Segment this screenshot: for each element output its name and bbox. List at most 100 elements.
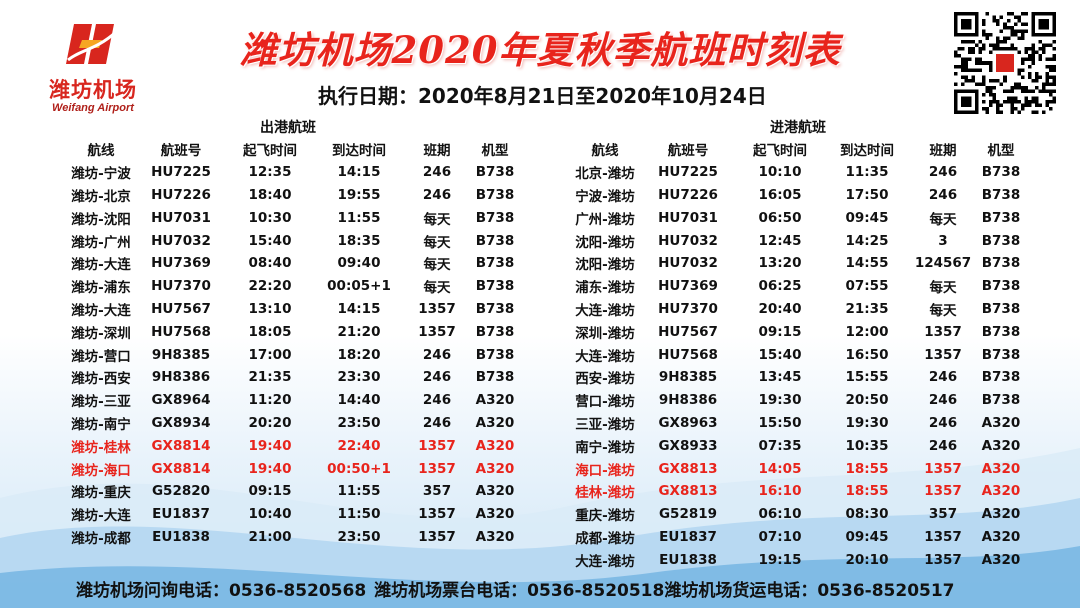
flight-cell: 潍坊-西安 xyxy=(71,371,131,388)
flight-cell: 09:40 xyxy=(337,255,381,272)
flight-cell: HU7567 xyxy=(658,323,718,340)
flight-cell: 07:55 xyxy=(845,278,889,295)
flight-cell: 每天 xyxy=(929,211,957,228)
flight-row: 潍坊-大连 HU7369 08:40 09:40 每天 B738 xyxy=(68,252,522,275)
column-header: 到达时间 xyxy=(840,143,894,160)
flight-row: 潍坊-沈阳 HU7031 10:30 11:55 每天 B738 xyxy=(68,206,522,229)
flight-cell: GX8964 xyxy=(151,392,211,409)
flight-cell: 18:05 xyxy=(248,323,292,340)
flight-cell: 北京-潍坊 xyxy=(575,166,635,183)
cargo-phone: 潍坊机场货运电话：0536-8520517 xyxy=(664,581,955,601)
flight-cell: B738 xyxy=(475,300,515,317)
flight-row: 大连-潍坊 HU7370 20:40 21:35 每天 B738 xyxy=(570,298,1026,321)
flight-cell: 07:35 xyxy=(758,437,802,454)
flight-cell: 潍坊-大连 xyxy=(71,302,131,319)
flight-cell: 潍坊-营口 xyxy=(71,348,131,365)
flight-cell: EU1838 xyxy=(659,551,717,568)
flight-cell: GX8963 xyxy=(658,414,718,431)
flight-row: 潍坊-广州 HU7032 15:40 18:35 每天 B738 xyxy=(68,229,522,252)
flight-cell: HU7225 xyxy=(658,164,718,181)
flight-cell: 246 xyxy=(422,164,452,181)
flight-row: 深圳-潍坊 HU7567 09:15 12:00 1357 B738 xyxy=(570,320,1026,343)
flight-cell: 大连-潍坊 xyxy=(575,553,635,570)
flight-row: 潍坊-成都 EU1838 21:00 23:50 1357 A320 xyxy=(68,526,522,549)
flight-cell: GX8814 xyxy=(151,437,211,454)
flight-cell: 246 xyxy=(422,369,452,386)
flight-cell: B738 xyxy=(981,232,1021,249)
flight-row: 成都-潍坊 EU1837 07:10 09:45 1357 A320 xyxy=(570,526,1026,549)
flight-cell: 沈阳-潍坊 xyxy=(575,234,635,251)
flight-cell: 11:55 xyxy=(337,209,381,226)
flight-cell: 每天 xyxy=(423,211,451,228)
flight-cell: 潍坊-重庆 xyxy=(71,485,131,502)
flight-cell: 12:00 xyxy=(845,323,889,340)
flight-cell: HU7032 xyxy=(658,255,718,272)
flight-cell: 14:40 xyxy=(337,392,381,409)
flight-cell: HU7226 xyxy=(151,186,211,203)
flight-cell: B738 xyxy=(981,323,1021,340)
flight-cell: HU7226 xyxy=(658,186,718,203)
flight-cell: 09:45 xyxy=(845,209,889,226)
flight-cell: B738 xyxy=(981,278,1021,295)
flight-row: 潍坊-三亚 GX8964 11:20 14:40 246 A320 xyxy=(68,389,522,412)
flight-cell: G52819 xyxy=(658,506,718,523)
flight-cell: 21:20 xyxy=(337,323,381,340)
flight-cell: 1357 xyxy=(418,323,456,340)
flight-cell: 21:35 xyxy=(845,300,889,317)
flight-cell: A320 xyxy=(981,414,1021,431)
column-header: 航班号 xyxy=(667,143,709,160)
flight-cell: HU7031 xyxy=(151,209,211,226)
flight-cell: B738 xyxy=(475,255,515,272)
flight-cell: GX8813 xyxy=(658,483,718,500)
flight-cell: B738 xyxy=(981,186,1021,203)
flight-cell: 18:20 xyxy=(337,346,381,363)
flight-cell: 06:10 xyxy=(758,506,802,523)
flight-cell: HU7568 xyxy=(658,346,718,363)
flight-row: 海口-潍坊 GX8813 14:05 18:55 1357 A320 xyxy=(570,457,1026,480)
flight-cell: HU7032 xyxy=(151,232,211,249)
flight-cell: 潍坊-三亚 xyxy=(71,394,131,411)
flight-cell: 大连-潍坊 xyxy=(575,302,635,319)
flight-cell: 246 xyxy=(422,392,452,409)
flight-cell: 3 xyxy=(938,232,948,249)
flight-cell: 13:20 xyxy=(758,255,802,272)
flight-cell: 16:05 xyxy=(758,186,802,203)
flight-cell: 12:35 xyxy=(248,164,292,181)
flight-cell: 20:20 xyxy=(248,414,292,431)
flight-cell: 每天 xyxy=(423,257,451,274)
flight-cell: 19:55 xyxy=(337,186,381,203)
flight-row: 重庆-潍坊 G52819 06:10 08:30 357 A320 xyxy=(570,503,1026,526)
flight-cell: 23:50 xyxy=(337,528,381,545)
flight-row: 北京-潍坊 HU7225 10:10 11:35 246 B738 xyxy=(570,161,1026,184)
flight-cell: G52820 xyxy=(151,483,211,500)
flight-cell: 22:40 xyxy=(337,437,381,454)
flight-cell: 1357 xyxy=(924,528,962,545)
flight-cell: 10:30 xyxy=(248,209,292,226)
flight-cell: B738 xyxy=(981,164,1021,181)
departures-table: 航线 航班号 起飞时间 到达时间 班期 机型 潍坊-宁波 HU7225 12:35 14:15 2… xyxy=(68,138,522,548)
flight-cell: 09:15 xyxy=(758,323,802,340)
flight-cell: 06:25 xyxy=(758,278,802,295)
flight-cell: B738 xyxy=(475,209,515,226)
flight-cell: B738 xyxy=(475,164,515,181)
flight-cell: A320 xyxy=(475,437,515,454)
flight-cell: 10:35 xyxy=(845,437,889,454)
flight-cell: 16:50 xyxy=(845,346,889,363)
flight-cell: 1357 xyxy=(418,506,456,523)
flight-cell: 08:30 xyxy=(845,506,889,523)
flight-cell: 14:15 xyxy=(337,164,381,181)
flight-cell: 22:20 xyxy=(248,278,292,295)
flight-cell: GX8933 xyxy=(658,437,718,454)
flight-cell: 19:40 xyxy=(248,437,292,454)
flight-cell: B738 xyxy=(981,300,1021,317)
flight-cell: 246 xyxy=(422,186,452,203)
flight-cell: 17:50 xyxy=(845,186,889,203)
flight-cell: 1357 xyxy=(418,528,456,545)
flight-row: 宁波-潍坊 HU7226 16:05 17:50 246 B738 xyxy=(570,184,1026,207)
column-header: 起飞时间 xyxy=(753,143,807,160)
flight-cell: 海口-潍坊 xyxy=(575,462,635,479)
flight-cell: 20:50 xyxy=(845,392,889,409)
flight-cell: 14:05 xyxy=(758,460,802,477)
flight-row: 潍坊-海口 GX8814 19:40 00:50+1 1357 A320 xyxy=(68,457,522,480)
flight-row: 沈阳-潍坊 HU7032 12:45 14:25 3 B738 xyxy=(570,229,1026,252)
